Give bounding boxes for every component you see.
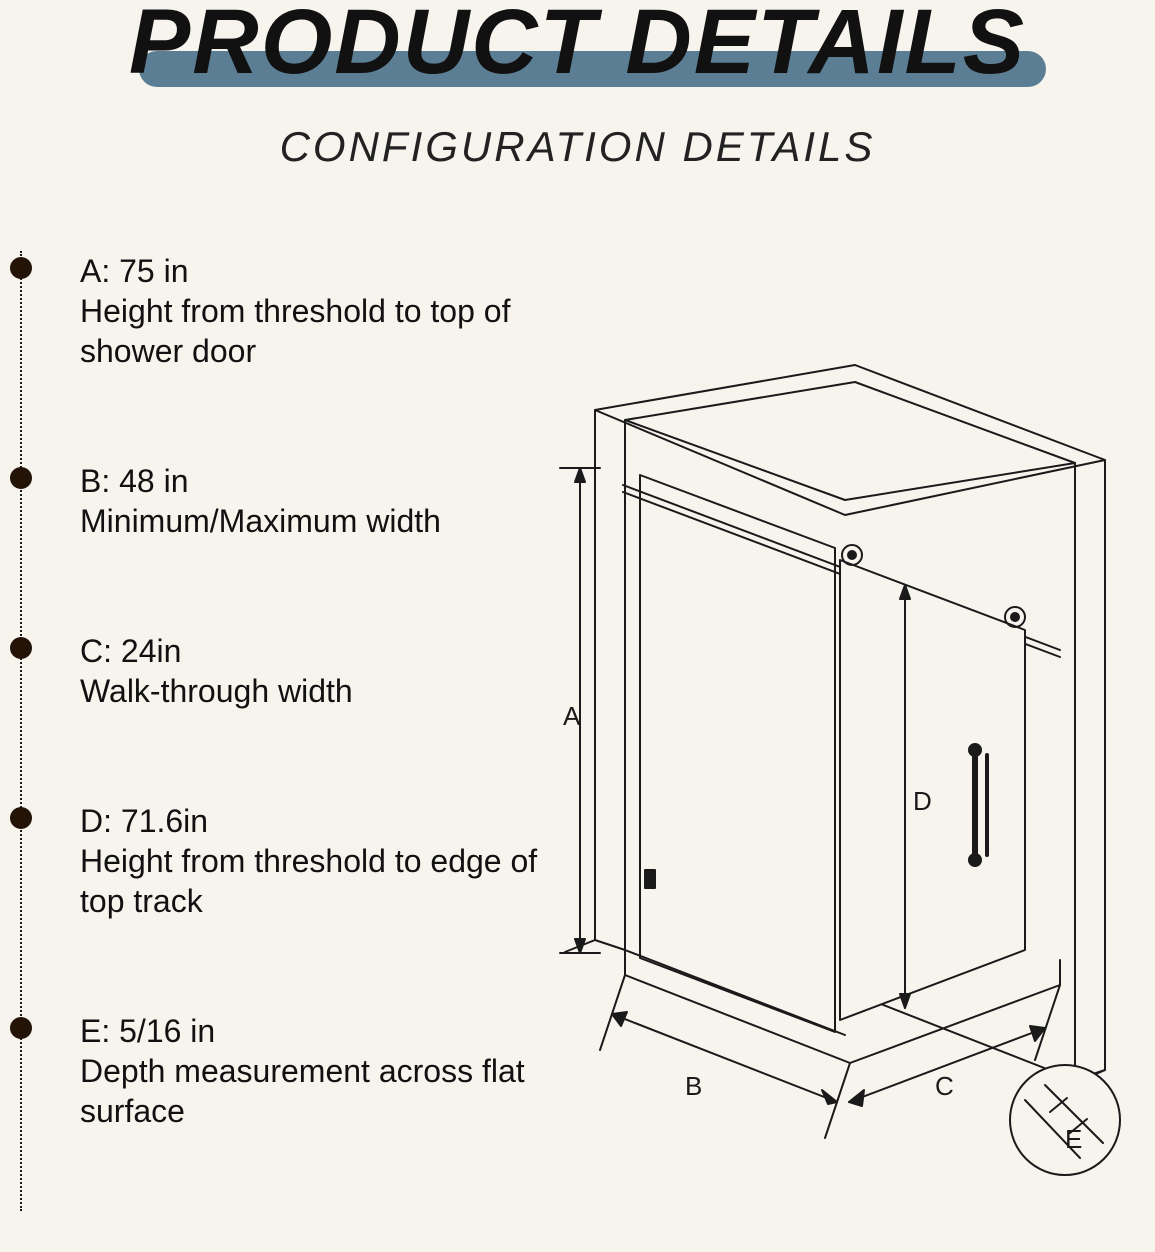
dim-label-c: C [935, 1071, 954, 1101]
spec-label: A: 75 in [80, 251, 1155, 291]
dim-label-b: B [685, 1071, 702, 1101]
spec-desc: Depth measurement across flat surface [80, 1051, 540, 1131]
spec-desc: Height from threshold to top of shower d… [80, 291, 540, 371]
page-subtitle: CONFIGURATION DETAILS [0, 123, 1155, 171]
spec-desc: Walk-through width [80, 671, 540, 711]
bullet-icon [10, 257, 32, 279]
header: PRODUCT DETAILS CONFIGURATION DETAILS [0, 0, 1155, 171]
title-wrap: PRODUCT DETAILS [129, 0, 1026, 95]
dim-label-d: D [913, 786, 932, 816]
spec-desc: Minimum/Maximum width [80, 501, 540, 541]
dim-label-e: E [1065, 1124, 1082, 1154]
spec-desc: Height from threshold to edge of top tra… [80, 841, 540, 921]
bullet-icon [10, 637, 32, 659]
bullet-icon [10, 807, 32, 829]
bullet-icon [10, 1017, 32, 1039]
page-title: PRODUCT DETAILS [129, 0, 1026, 95]
bullet-icon [10, 467, 32, 489]
shower-door-diagram: A B C D E [505, 350, 1125, 1200]
dim-label-a: A [563, 701, 581, 731]
